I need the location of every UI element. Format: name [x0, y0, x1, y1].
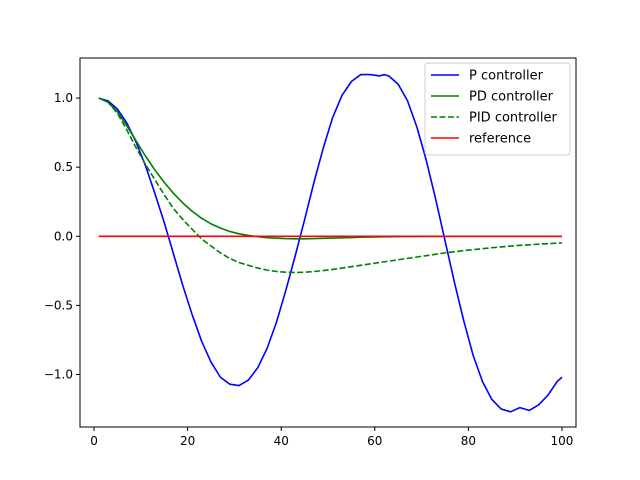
x-tick-label: 80 — [461, 434, 476, 448]
legend-label: PID controller — [469, 111, 557, 126]
legend-label: P controller — [469, 69, 544, 84]
x-tick-label: 40 — [274, 434, 289, 448]
x-tick-label: 60 — [367, 434, 382, 448]
series-layer — [98, 73, 563, 413]
y-tick-label: 0.0 — [54, 229, 73, 243]
legend: P controller PD controller PID controller r… — [424, 62, 571, 156]
y-tick-label: −1.0 — [44, 367, 73, 381]
y-axis: −1.0 −0.5 0.0 0.5 1.0 — [44, 91, 80, 381]
series-line-p-controller — [98, 73, 563, 413]
legend-label: PD controller — [469, 90, 554, 105]
x-tick-label: 100 — [551, 434, 574, 448]
x-axis: 0 20 40 60 80 100 — [90, 427, 573, 448]
series-line-pid-controller — [98, 97, 563, 274]
legend-label: reference — [469, 132, 531, 147]
legend-box — [424, 62, 571, 156]
y-tick-label: −0.5 — [44, 298, 73, 312]
x-tick-label: 0 — [90, 434, 98, 448]
y-tick-label: 1.0 — [54, 91, 73, 105]
y-tick-label: 0.5 — [54, 160, 73, 174]
axes-frame — [79, 57, 577, 428]
x-tick-label: 20 — [180, 434, 195, 448]
